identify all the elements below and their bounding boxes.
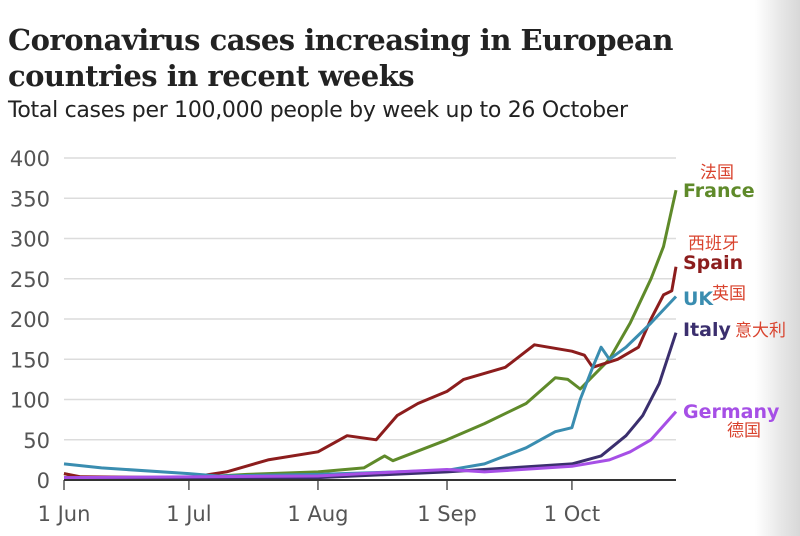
chart-subtitle: Total cases per 100,000 people by week u… [8,98,628,123]
series-label-cn-uk: 英国 [712,284,746,304]
series-line-italy [64,332,678,480]
y-tick-label: 150 [10,348,50,372]
series-label-uk: UK [683,288,714,310]
y-tick-label: 400 [10,147,50,171]
x-tick-label: 1 Sep [417,502,477,526]
series-line-uk [63,295,678,478]
series-label-cn-italy: 意大利 [735,321,786,341]
y-tick-label: 200 [10,308,50,332]
y-tick-label: 100 [10,389,50,413]
series-line-spain [63,266,678,480]
x-tick-label: 1 Jun [38,502,91,526]
series-label-italy: Italy [683,319,731,341]
x-tick-label: 1 Aug [287,502,348,526]
y-tick-label: 0 [37,469,50,493]
series-label-spain: Spain [683,252,743,274]
x-tick-label: 1 Oct [544,502,600,526]
y-tick-label: 50 [23,429,50,453]
scroll-edge [755,0,800,536]
series-line-germany [63,410,678,480]
series-label-france: France [683,180,755,202]
y-tick-label: 300 [10,228,50,252]
series-label-cn-germany: 德国 [727,421,761,441]
y-tick-label: 250 [10,268,50,292]
y-tick-label: 350 [10,187,50,211]
series-label-germany: Germany [683,401,780,423]
chart-title: Coronavirus cases increasing in European… [8,23,673,93]
series-label-cn-france: 法国 [700,163,734,183]
series-label-cn-spain: 西班牙 [688,234,739,254]
series-line-france [63,189,678,480]
x-tick-label: 1 Jul [166,502,211,526]
